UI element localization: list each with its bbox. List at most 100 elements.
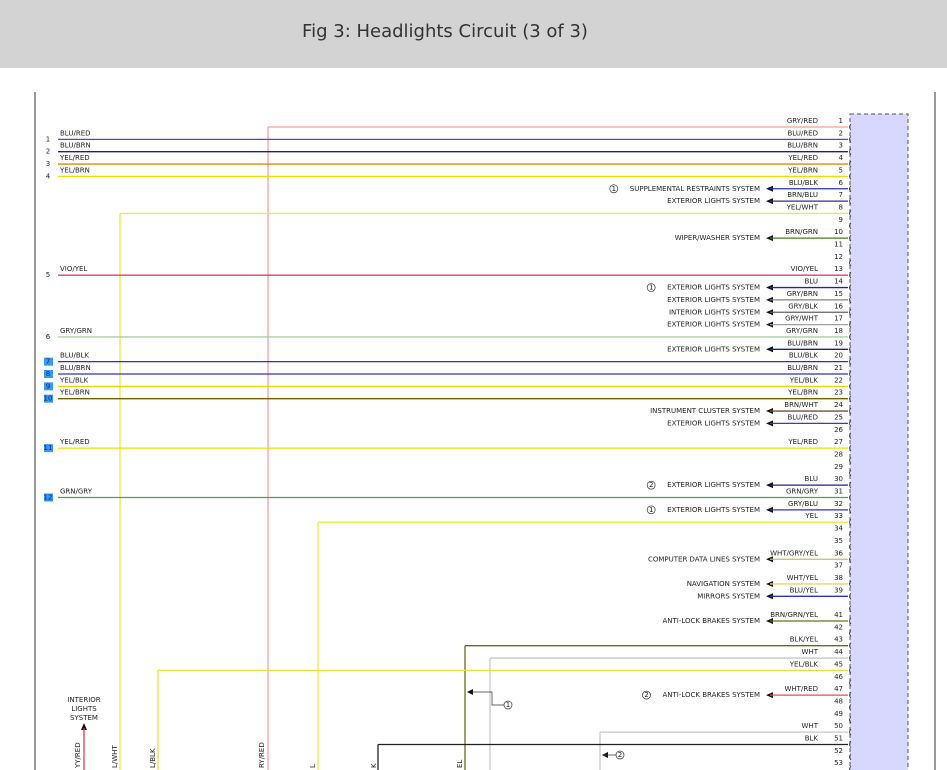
pin-socket bbox=[849, 667, 852, 674]
pin-number: 43 bbox=[834, 636, 843, 644]
arrow bbox=[766, 556, 773, 563]
system-label: EXTERIOR LIGHTS SYSTEM bbox=[667, 197, 760, 205]
pin-socket bbox=[849, 358, 852, 365]
pin-socket bbox=[849, 741, 852, 748]
arrow bbox=[81, 723, 87, 730]
pin-socket bbox=[849, 494, 852, 501]
pin-number: 47 bbox=[834, 685, 843, 693]
pin-socket bbox=[849, 284, 852, 291]
arrow bbox=[766, 692, 773, 699]
bottom-wire-label: EL bbox=[456, 760, 464, 768]
pin-socket bbox=[849, 518, 852, 526]
wire-label: GRY/RED bbox=[787, 117, 818, 125]
system-label: COMPUTER DATA LINES SYSTEM bbox=[648, 555, 760, 563]
bottom-wire-label: L/BLK bbox=[149, 748, 157, 768]
arrow bbox=[766, 482, 773, 489]
note-number: 2 bbox=[649, 481, 653, 489]
pin-socket bbox=[849, 370, 852, 378]
pin-socket bbox=[849, 654, 852, 662]
arrow bbox=[766, 593, 773, 600]
pin-number: 18 bbox=[834, 327, 843, 335]
pin-number: 5 bbox=[839, 166, 843, 174]
pin-socket bbox=[849, 568, 852, 575]
pin-socket bbox=[849, 321, 852, 328]
pin-number: 51 bbox=[834, 735, 843, 743]
wire-label: YEL/BLK bbox=[789, 660, 819, 668]
selection bbox=[44, 394, 53, 403]
wire-label: WHT/GRY/YEL bbox=[770, 549, 818, 557]
left-wire-label: YEL/RED bbox=[59, 154, 90, 162]
wire-label: YEL/RED bbox=[787, 154, 818, 162]
note-number: 1 bbox=[612, 185, 616, 193]
pin-number: 41 bbox=[834, 611, 843, 619]
pin-number: 46 bbox=[834, 673, 843, 681]
system-label: MIRRORS SYSTEM bbox=[697, 592, 760, 600]
wire-label: GRY/GRN bbox=[786, 327, 818, 335]
left-wire-label: YEL/BRN bbox=[59, 389, 90, 397]
wire-label: YEL/RED bbox=[787, 438, 818, 446]
pin-socket bbox=[849, 395, 852, 402]
pin-number: 19 bbox=[834, 339, 843, 347]
note-number: 2 bbox=[618, 751, 622, 759]
pin-number: 23 bbox=[834, 389, 843, 397]
wire-label: BLU/BRN bbox=[787, 142, 818, 150]
selection bbox=[44, 370, 53, 378]
pin-socket bbox=[849, 271, 852, 279]
wire-label: BLU bbox=[805, 278, 818, 286]
pin-number: 21 bbox=[834, 364, 843, 372]
wire-label: WHT bbox=[802, 648, 819, 656]
wire-label: BLK bbox=[805, 735, 819, 743]
pin-number: 37 bbox=[834, 562, 843, 570]
pin-number: 12 bbox=[834, 253, 843, 261]
left-wire-label: GRN/GRY bbox=[60, 488, 93, 496]
pin-number: 7 bbox=[839, 191, 843, 199]
selection bbox=[44, 444, 53, 453]
selection bbox=[44, 357, 53, 366]
wire-label: BLU bbox=[805, 475, 818, 483]
pin-number: 50 bbox=[834, 722, 843, 730]
arrow bbox=[766, 420, 773, 427]
pin-socket bbox=[849, 630, 852, 637]
arrow bbox=[766, 284, 773, 291]
note-circle bbox=[642, 690, 651, 700]
pin-number: 32 bbox=[834, 500, 843, 508]
pin-socket bbox=[849, 543, 852, 551]
pin-number: 53 bbox=[834, 759, 843, 767]
note-number: 2 bbox=[644, 691, 648, 699]
wire-label: YEL bbox=[804, 512, 818, 520]
pin-socket bbox=[849, 383, 852, 390]
pin-socket bbox=[849, 506, 852, 514]
arrow bbox=[766, 321, 773, 328]
bottom-wire-label: L/WHT bbox=[111, 745, 119, 768]
wire-label: BRN/GRN/YEL bbox=[770, 611, 818, 619]
wire-label: BLU/BLK bbox=[789, 179, 819, 187]
system-label: EXTERIOR LIGHTS SYSTEM bbox=[667, 345, 760, 353]
pin-number: 33 bbox=[834, 512, 843, 520]
pin-number: 9 bbox=[839, 216, 843, 224]
pin-socket bbox=[849, 753, 852, 761]
pin-number: 38 bbox=[834, 574, 843, 582]
system-label: ANTI-LOCK BRAKES SYSTEM bbox=[662, 691, 760, 699]
left-wire-label: YEL/BRN bbox=[59, 166, 90, 174]
system-label: SUPPLEMENTAL RESTRAINTS SYSTEM bbox=[630, 185, 760, 193]
note-circle bbox=[503, 700, 513, 710]
left-wire-label: BLU/BLK bbox=[60, 352, 90, 360]
selection bbox=[44, 382, 53, 391]
note-circle bbox=[646, 480, 656, 490]
wire-label: BLU/BRN bbox=[787, 339, 818, 347]
pin-socket bbox=[849, 679, 852, 687]
pin-socket bbox=[849, 555, 852, 563]
pin-socket bbox=[849, 308, 852, 316]
title: Fig 3: Headlights Circuit (3 of 3) bbox=[302, 21, 588, 42]
pin-number: 3 bbox=[839, 142, 843, 150]
pin-number: 10 bbox=[834, 228, 843, 236]
pin-number: 16 bbox=[834, 302, 843, 310]
wire-label: GRY/BRN bbox=[787, 290, 818, 298]
left-pin-number: 10 bbox=[44, 395, 53, 403]
wire-label: GRY/BLU bbox=[788, 500, 818, 508]
wire-label: YEL/BRN bbox=[787, 389, 818, 397]
connector bbox=[849, 113, 909, 770]
left-pin-number: 4 bbox=[46, 172, 51, 180]
left-wire-label: VIO/YEL bbox=[60, 265, 87, 273]
